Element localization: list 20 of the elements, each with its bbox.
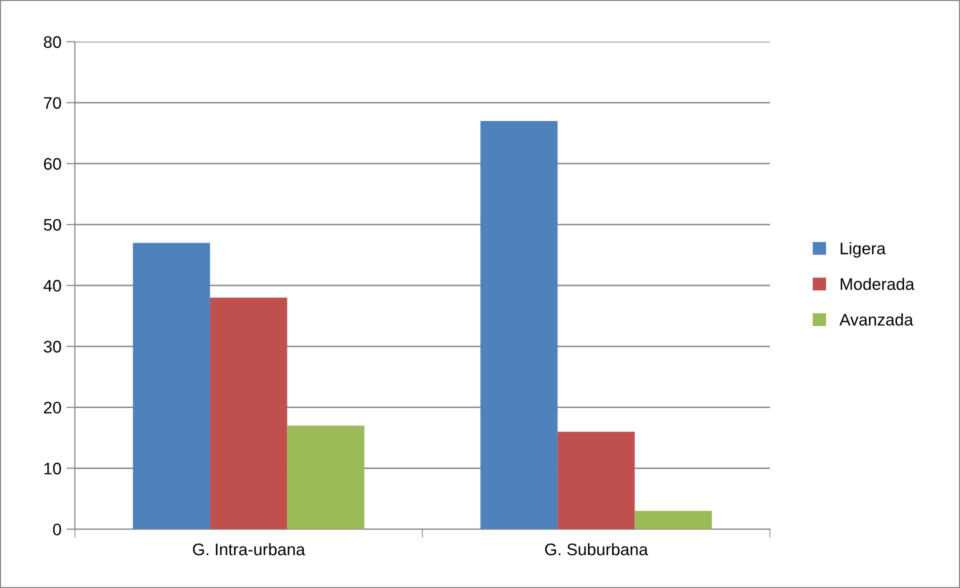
y-tick-label: 60 bbox=[44, 158, 62, 170]
legend-label: Ligera bbox=[840, 242, 886, 258]
y-tick-label: 20 bbox=[44, 402, 62, 414]
y-tick-label: 0 bbox=[53, 524, 62, 536]
bar bbox=[210, 298, 288, 530]
y-tick-label: 50 bbox=[44, 218, 62, 231]
bar bbox=[558, 432, 635, 530]
legend-label: Avanzada bbox=[839, 313, 914, 326]
y-tick-label: 80 bbox=[44, 36, 62, 48]
x-tick-label: G. Intra-urbana bbox=[192, 543, 306, 556]
bar bbox=[132, 242, 210, 530]
y-tick-label: 30 bbox=[44, 340, 62, 353]
y-tick-label: 40 bbox=[44, 280, 62, 292]
bar bbox=[634, 510, 712, 530]
y-tick-label: 10 bbox=[44, 462, 62, 474]
y-tick-label: 70 bbox=[44, 97, 62, 109]
x-tick-label: G. Suburbana bbox=[545, 543, 648, 556]
legend-label: Moderada bbox=[840, 278, 914, 290]
bar bbox=[480, 120, 558, 530]
bar bbox=[287, 426, 364, 530]
